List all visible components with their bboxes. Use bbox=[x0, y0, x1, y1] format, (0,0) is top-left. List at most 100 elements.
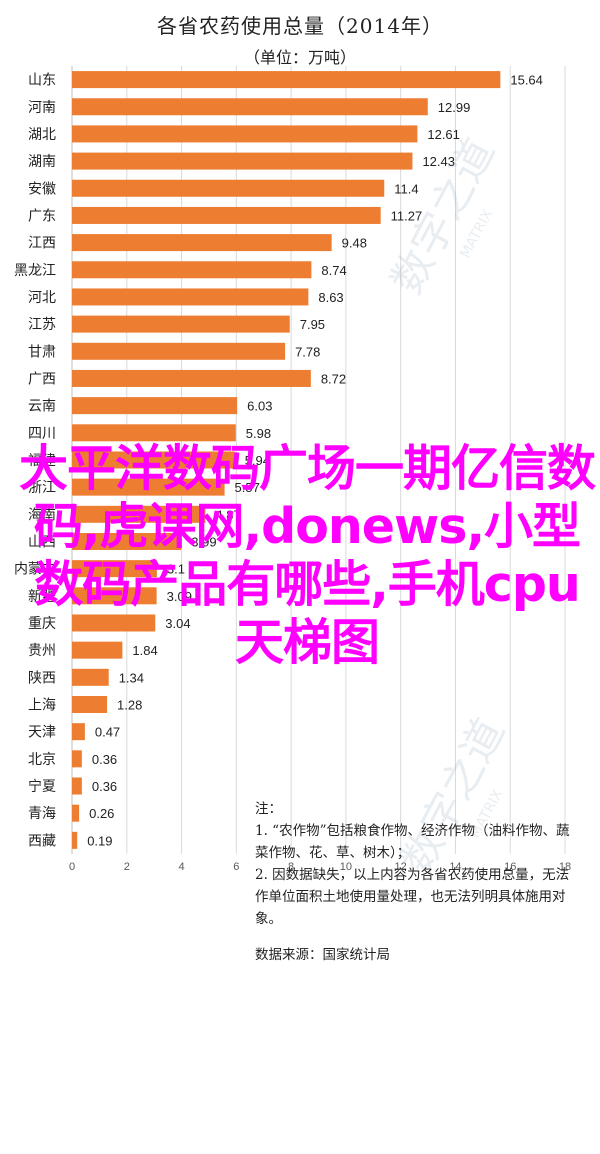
chart-notes: 注： 1. “农作物”包括粮食作物、经济作物（油料作物、蔬菜作物、花、草、树木）… bbox=[255, 798, 575, 966]
category-label-26: 宁夏 bbox=[28, 778, 56, 795]
watermark-logo-lower: 数字之道 MATRIX bbox=[395, 710, 514, 881]
bar-8 bbox=[72, 288, 309, 306]
x-tick-label-8: 16 bbox=[504, 861, 516, 873]
data-label-5: 11.27 bbox=[391, 208, 423, 223]
bar-1 bbox=[72, 98, 428, 116]
data-label-17: 3.99 bbox=[191, 534, 216, 549]
category-label-25: 北京 bbox=[28, 752, 56, 768]
overlay-caption: 大平洋数码广场一期亿信数码,虎课网,donews,小型数码产品有哪些,手机cpu… bbox=[18, 440, 596, 671]
data-label-9: 7.95 bbox=[300, 317, 325, 332]
data-label-4: 11.4 bbox=[394, 181, 418, 196]
bar-20 bbox=[72, 614, 156, 632]
category-label-20: 重庆 bbox=[28, 616, 56, 632]
category-label-28: 西藏 bbox=[28, 833, 56, 849]
data-label-25: 0.36 bbox=[92, 752, 117, 767]
data-label-16: 4.87 bbox=[215, 507, 240, 522]
bar-19 bbox=[72, 587, 157, 605]
bar-26 bbox=[72, 777, 82, 795]
chart-title-text: 各省农药使用总量 bbox=[157, 14, 326, 38]
category-label-8: 河北 bbox=[28, 290, 56, 306]
bar-27 bbox=[72, 804, 80, 822]
category-label-11: 广西 bbox=[28, 371, 56, 387]
chart-title: 各省农药使用总量（2014年） bbox=[0, 10, 600, 39]
x-tick-label-1: 2 bbox=[124, 861, 130, 873]
x-tick-label-2: 4 bbox=[178, 861, 184, 873]
bar-23 bbox=[72, 695, 108, 713]
data-label-15: 5.57 bbox=[235, 480, 260, 495]
chart-subtitle: （单位：万吨） bbox=[243, 48, 356, 67]
category-label-13: 四川 bbox=[28, 426, 56, 442]
category-label-22: 陕西 bbox=[28, 670, 56, 686]
data-label-2: 12.61 bbox=[427, 127, 460, 142]
notes-heading: 注： bbox=[255, 801, 282, 817]
data-label-6: 9.48 bbox=[342, 236, 367, 251]
category-label-16: 海南 bbox=[28, 507, 56, 523]
data-label-11: 8.72 bbox=[321, 371, 346, 386]
bar-4 bbox=[72, 179, 385, 197]
data-label-12: 6.03 bbox=[247, 399, 272, 414]
x-tick-label-5: 10 bbox=[340, 861, 352, 873]
x-tick-label-0: 0 bbox=[69, 861, 75, 873]
category-label-6: 江西 bbox=[28, 236, 56, 252]
bar-5 bbox=[72, 206, 381, 224]
bar-12 bbox=[72, 397, 238, 415]
category-label-10: 甘肃 bbox=[28, 344, 56, 360]
bar-13 bbox=[72, 424, 236, 442]
bar-22 bbox=[72, 668, 109, 686]
notes-source: 数据来源：国家统计局 bbox=[255, 947, 390, 963]
data-label-1: 12.99 bbox=[438, 100, 471, 115]
x-tick-label-4: 8 bbox=[288, 861, 294, 873]
x-tick-label-6: 12 bbox=[395, 861, 407, 873]
data-label-10: 7.78 bbox=[295, 344, 320, 359]
data-label-14: 5.94 bbox=[245, 453, 270, 468]
data-label-28: 0.19 bbox=[87, 833, 112, 848]
data-label-23: 1.28 bbox=[117, 697, 142, 712]
chart-title-year: （2014年） bbox=[325, 14, 443, 38]
data-label-20: 3.04 bbox=[165, 616, 190, 631]
data-label-24: 0.47 bbox=[95, 725, 120, 740]
category-label-5: 广东 bbox=[28, 208, 56, 224]
data-label-3: 12.43 bbox=[422, 154, 455, 169]
bar-28 bbox=[72, 831, 78, 849]
watermark-logo: 数字之道 MATRIX bbox=[385, 130, 504, 301]
bar-21 bbox=[72, 641, 123, 659]
category-label-19: 新疆 bbox=[28, 589, 56, 605]
category-label-2: 湖北 bbox=[28, 127, 56, 143]
category-label-4: 安徽 bbox=[28, 181, 56, 197]
x-tick-label-3: 6 bbox=[233, 861, 239, 873]
category-label-15: 浙江 bbox=[28, 480, 56, 496]
data-label-19: 3.09 bbox=[167, 589, 192, 604]
data-label-26: 0.36 bbox=[92, 779, 117, 794]
bar-0 bbox=[72, 71, 501, 89]
bar-7 bbox=[72, 261, 312, 279]
data-label-27: 0.26 bbox=[89, 806, 114, 821]
category-label-7: 黑龙江 bbox=[14, 263, 56, 279]
bar-17 bbox=[72, 532, 182, 550]
x-tick-label-7: 14 bbox=[449, 861, 461, 873]
bar-25 bbox=[72, 750, 82, 768]
category-label-1: 河南 bbox=[28, 100, 56, 116]
data-label-7: 8.74 bbox=[321, 263, 346, 278]
bar-24 bbox=[72, 723, 85, 741]
bar-6 bbox=[72, 234, 332, 252]
category-label-21: 贵州 bbox=[28, 643, 56, 659]
bar-18 bbox=[72, 560, 157, 578]
data-label-0: 15.64 bbox=[510, 73, 543, 88]
notes-item-2: 2. 因数据缺失，以上内容为各省农药使用总量，无法作单位面积土地使用量处理，也无… bbox=[255, 867, 570, 927]
data-label-22: 1.34 bbox=[119, 670, 144, 685]
bar-2 bbox=[72, 125, 418, 143]
category-label-12: 云南 bbox=[28, 399, 56, 415]
data-label-8: 8.63 bbox=[318, 290, 343, 305]
category-label-17: 山西 bbox=[28, 534, 56, 550]
bar-16 bbox=[72, 505, 206, 523]
category-label-27: 青海 bbox=[28, 806, 56, 822]
category-label-14: 福建 bbox=[28, 453, 56, 469]
bar-14 bbox=[72, 451, 235, 469]
category-label-24: 天津 bbox=[28, 725, 56, 741]
x-tick-label-9: 18 bbox=[559, 861, 571, 873]
bar-3 bbox=[72, 152, 413, 170]
bar-11 bbox=[72, 369, 311, 387]
data-label-21: 1.84 bbox=[132, 643, 157, 658]
